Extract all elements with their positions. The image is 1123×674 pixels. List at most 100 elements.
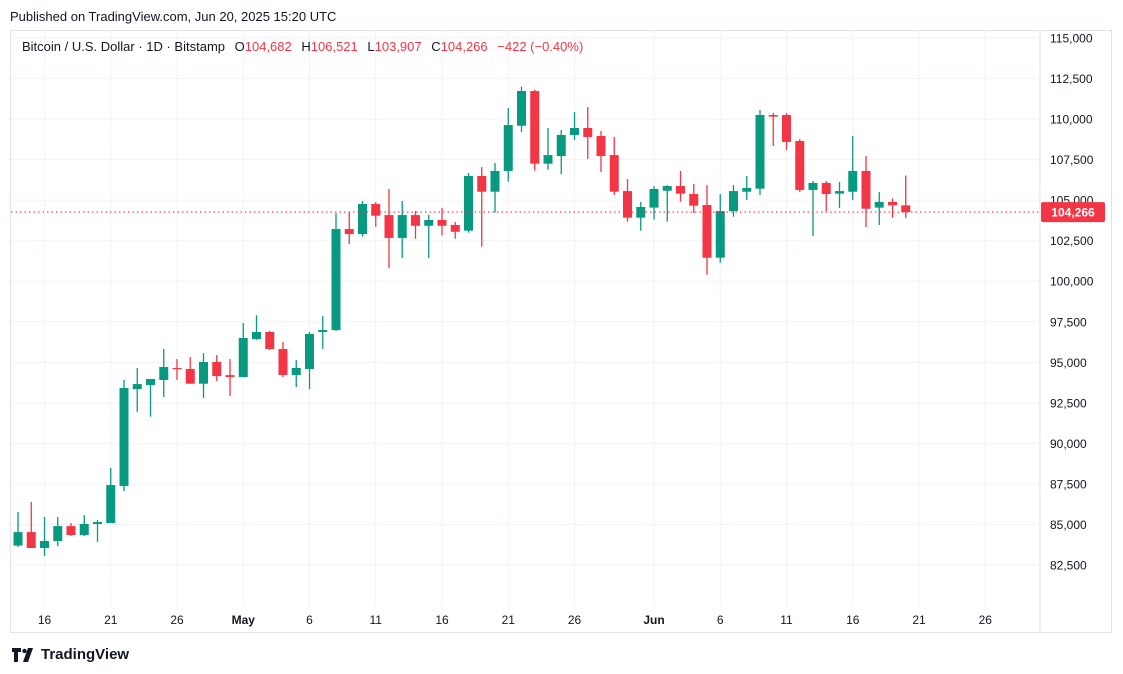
candle — [782, 112, 791, 151]
candle — [185, 356, 195, 384]
candle — [384, 188, 394, 269]
candle — [106, 468, 116, 524]
candle-body — [503, 125, 513, 171]
candle-body — [795, 140, 805, 190]
candle — [159, 349, 169, 398]
tradingview-footer[interactable]: TradingView — [12, 646, 129, 663]
candle — [13, 511, 23, 548]
candle-body — [543, 155, 553, 164]
x-tick-label: May — [232, 613, 256, 627]
candle — [768, 112, 778, 146]
candle — [517, 86, 526, 133]
open-label: O — [234, 39, 245, 54]
y-tick-label: 95,000 — [1050, 356, 1087, 370]
candle — [66, 523, 76, 536]
candle-body — [344, 229, 354, 235]
candle-body — [755, 115, 765, 189]
candle — [596, 130, 606, 172]
last-price-badge — [1041, 202, 1105, 223]
candle — [371, 202, 381, 227]
candle-body — [119, 387, 129, 487]
footer-brand: TradingView — [41, 646, 130, 663]
candle-body — [132, 384, 142, 390]
candle-body — [424, 219, 434, 226]
candle — [212, 355, 222, 381]
candle — [146, 379, 155, 417]
candle-body — [768, 115, 778, 117]
candle-body — [808, 182, 818, 190]
candle-body — [13, 532, 23, 546]
candle — [53, 517, 63, 547]
candle — [344, 211, 354, 244]
candle-body — [848, 170, 858, 192]
candle-body — [225, 375, 235, 378]
x-tick-label: 26 — [170, 613, 184, 627]
candle-body — [901, 205, 911, 213]
candle-body — [252, 331, 261, 339]
candle-body — [40, 541, 49, 548]
candle — [411, 211, 420, 239]
candle-body — [450, 224, 460, 232]
candle — [848, 135, 858, 200]
candle-body — [159, 367, 169, 380]
candle — [252, 315, 261, 340]
candle-body — [689, 193, 699, 206]
high-value: 106,521 — [310, 39, 358, 54]
candle-body — [278, 349, 288, 375]
candle — [424, 214, 434, 259]
candle — [583, 107, 593, 159]
x-tick-label: 16 — [435, 613, 449, 627]
candles — [13, 86, 911, 556]
candle — [795, 139, 805, 193]
candle-body — [358, 204, 367, 235]
candle — [874, 192, 884, 225]
candle-body — [517, 91, 526, 126]
y-tick-label: 85,000 — [1050, 518, 1087, 532]
candle-body — [477, 175, 487, 192]
candle — [689, 183, 699, 214]
y-tick-label: 107,500 — [1050, 153, 1094, 167]
candle — [570, 111, 579, 140]
candle-body — [291, 367, 301, 375]
candle — [278, 342, 288, 378]
y-tick-label: 97,500 — [1050, 315, 1087, 329]
candle — [901, 175, 911, 218]
candle-body — [649, 188, 659, 208]
candle — [397, 200, 407, 259]
candle — [225, 359, 235, 397]
y-tick-label: 100,000 — [1050, 275, 1094, 289]
candle-body — [199, 361, 208, 384]
candle-body — [146, 379, 155, 386]
candle — [93, 520, 102, 542]
x-tick-label: 11 — [780, 613, 793, 627]
candle — [199, 353, 208, 398]
candle-body — [371, 204, 381, 216]
candle-body — [888, 201, 897, 206]
candle-body — [265, 331, 275, 350]
candle — [861, 156, 871, 228]
candle — [503, 108, 513, 182]
candle — [26, 501, 36, 548]
candle — [450, 222, 460, 239]
candle — [729, 185, 738, 217]
candle-body — [172, 367, 182, 370]
candle-body — [596, 135, 606, 157]
candle-body — [623, 191, 632, 218]
candle-body — [66, 526, 76, 536]
published-caption: Published on TradingView.com, Jun 20, 20… — [10, 9, 337, 24]
candle — [358, 200, 367, 237]
x-tick-label: 26 — [568, 613, 582, 627]
candle — [715, 193, 725, 263]
candle — [265, 331, 275, 350]
candle — [755, 109, 765, 195]
x-tick-label: 16 — [38, 613, 52, 627]
last-price-marker: 104,266 — [11, 202, 1105, 223]
symbol-title: Bitcoin / U.S. Dollar · 1D · Bitstamp — [22, 39, 225, 54]
price-axis: 115,000112,500110,000107,500105,000102,5… — [1050, 32, 1094, 573]
candle — [318, 316, 328, 350]
candle-body — [331, 229, 341, 331]
candle — [291, 360, 301, 387]
x-tick-label: 21 — [502, 613, 516, 627]
candle-body — [79, 523, 89, 536]
